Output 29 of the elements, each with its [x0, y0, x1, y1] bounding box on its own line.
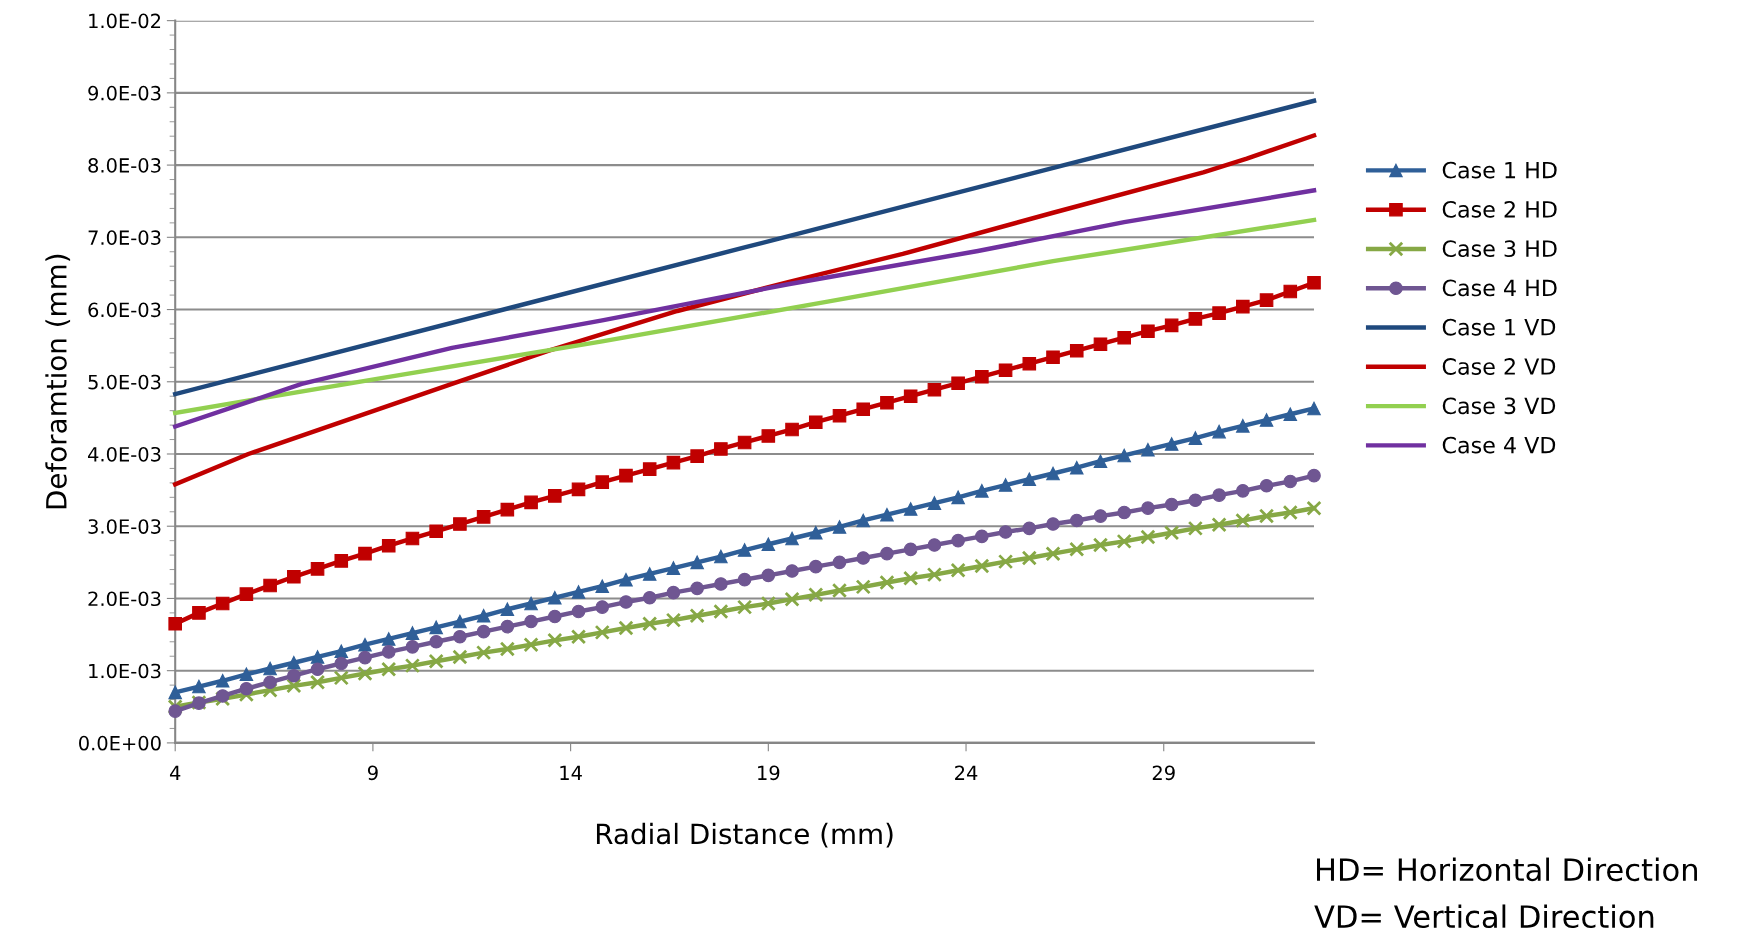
y-tick-label: 4.0E-03 [87, 446, 161, 462]
y-tick-label: 6.0E-03 [88, 302, 161, 318]
y-tick-label: 5.0E-03 [88, 374, 161, 390]
x-tick-label: 19 [758, 765, 780, 781]
y-tick-label: 7.0E-03 [88, 230, 161, 245]
y-tick-label: 1.0E-02 [89, 13, 161, 29]
legend-label: Case 1 HD [1442, 161, 1557, 179]
x-axis-title: Radial Distance (mm) [596, 822, 893, 848]
x-tick-label: 29 [1152, 765, 1175, 781]
y-axis-title: Deforamtion (mm) [45, 254, 71, 509]
text: HD= Horizontal Direction [1317, 857, 1697, 882]
legend-label: Case 3 VD [1442, 397, 1556, 415]
y-tick-label: 0.0E+00 [79, 735, 161, 751]
text: VD= Vertical Direction [1314, 904, 1654, 929]
y-tick-label: 1.0E-03 [89, 663, 161, 679]
x-tick-label: 24 [955, 765, 978, 780]
x-tick-label: 14 [560, 765, 582, 780]
x-tick-label: 4 [169, 765, 181, 780]
legend-label: Case 2 VD [1442, 358, 1556, 375]
legend-label: Case 2 HD [1442, 200, 1557, 218]
y-tick-label: 8.0E-03 [88, 158, 161, 173]
legend-label: Case 3 HD [1442, 240, 1557, 258]
y-tick-label: 3.0E-03 [88, 519, 161, 534]
legend-label: Case 4 VD [1442, 436, 1556, 454]
x-tick-label: 9 [367, 765, 378, 781]
legend-label: Case 1 VD [1442, 318, 1556, 336]
legend-label: Case 4 HD [1442, 279, 1557, 297]
y-tick-label: 2.0E-03 [88, 591, 161, 607]
y-tick-label: 9.0E-03 [88, 85, 161, 101]
